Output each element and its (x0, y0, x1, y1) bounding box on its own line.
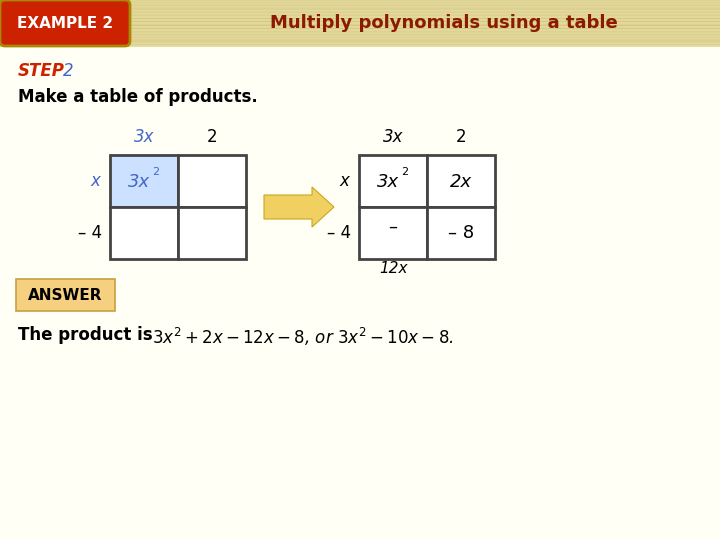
Text: 2: 2 (207, 128, 217, 146)
Text: 2: 2 (63, 62, 73, 80)
Bar (0, 9, 720, 12)
Bar (178, 155, 246, 207)
Bar (178, 207, 246, 259)
Bar (0, 42, 720, 45)
Polygon shape (264, 187, 334, 227)
Bar (0, 36, 720, 39)
Bar (0, 0, 720, 3)
Text: 3x: 3x (128, 173, 150, 191)
Bar (0, 24, 720, 27)
Text: ANSWER: ANSWER (28, 287, 102, 302)
Text: –: – (389, 218, 397, 236)
Bar (0, 39, 720, 42)
Bar (0, 21, 720, 24)
Bar (0, 33, 720, 36)
Bar (0, 18, 720, 21)
Bar (427, 207, 495, 259)
Text: x: x (90, 172, 100, 190)
Bar (0, 30, 720, 33)
Text: 3x: 3x (383, 128, 403, 146)
Text: $3x^2 + 2x - 12x - 8$, or $3x^2 - 10x - 8$.: $3x^2 + 2x - 12x - 8$, or $3x^2 - 10x - … (152, 326, 454, 348)
Bar (0, 15, 720, 18)
Text: 3x: 3x (134, 128, 154, 146)
Text: Multiply polynomials using a table: Multiply polynomials using a table (270, 14, 618, 32)
Text: EXAMPLE 2: EXAMPLE 2 (17, 16, 113, 30)
Bar (0, 6, 720, 9)
Bar (0, 3, 720, 6)
Text: – 4: – 4 (78, 224, 102, 242)
Bar (427, 155, 495, 207)
Text: STEP: STEP (18, 62, 65, 80)
Text: The product is: The product is (18, 326, 158, 344)
Bar (0, 45, 720, 48)
Text: 2x: 2x (450, 173, 472, 191)
Text: Make a table of products.: Make a table of products. (18, 88, 258, 106)
Bar (110, 207, 178, 259)
Bar (0, 27, 720, 30)
FancyBboxPatch shape (0, 0, 130, 46)
Text: – 8: – 8 (448, 224, 474, 242)
Bar (0, 0, 720, 46)
Bar (110, 155, 178, 207)
Bar (359, 155, 427, 207)
Text: 12x: 12x (379, 261, 408, 276)
Bar (0, 0, 720, 46)
Text: – 4: – 4 (327, 224, 351, 242)
Bar (0, 12, 720, 15)
Text: 2: 2 (402, 167, 408, 177)
FancyBboxPatch shape (16, 279, 115, 311)
Bar (359, 207, 427, 259)
Text: 2: 2 (153, 167, 160, 177)
Text: 2: 2 (456, 128, 467, 146)
Text: x: x (339, 172, 349, 190)
Text: 3x: 3x (377, 173, 399, 191)
